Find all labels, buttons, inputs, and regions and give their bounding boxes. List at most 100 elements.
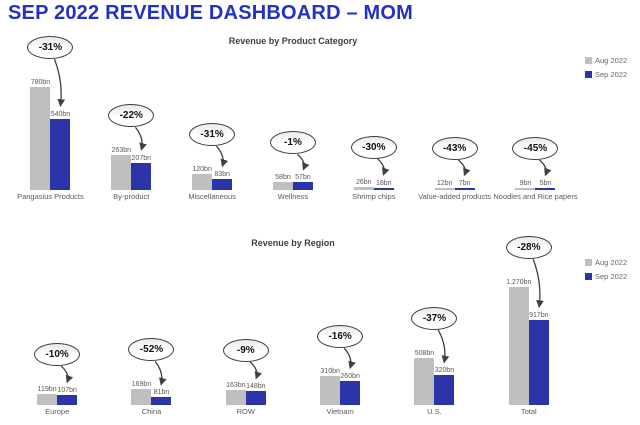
- region-legend: Aug 2022 Sep 2022: [585, 258, 627, 286]
- chart-group: -31% 780bn 540bn Pangasius Products: [10, 20, 91, 201]
- category-label: U.S.: [427, 407, 442, 416]
- aug-value-label: 58bn: [275, 174, 291, 182]
- aug-value-label: 310bn: [320, 368, 340, 376]
- sep-bar[interactable]: [340, 380, 361, 405]
- aug-bar[interactable]: [131, 389, 152, 405]
- legend-swatch: [585, 273, 592, 280]
- sep-bar[interactable]: [535, 188, 556, 190]
- aug-value-label: 9bn: [519, 180, 532, 187]
- chart-group: -52% 169bn 81bn China: [104, 220, 198, 416]
- sep-bar[interactable]: [57, 395, 78, 405]
- region-chart: -10% 119bn 107bn Europe -52% 169bn 81bn China -9…: [10, 220, 576, 416]
- category-label: Total: [520, 407, 537, 416]
- delta-badge: -37%: [411, 306, 458, 330]
- sep-value-label: 320bn: [434, 367, 455, 375]
- chart-group: -28% 1,270bn 917bn Total: [482, 220, 576, 416]
- aug-bar[interactable]: [320, 376, 341, 405]
- sep-value-label: 18bn: [376, 179, 392, 187]
- product-category-chart: -31% 780bn 540bn Pangasius Products -22% 263b…: [10, 20, 578, 201]
- delta-badge: -1%: [269, 131, 316, 155]
- aug-value-label: 780bn: [30, 79, 51, 86]
- sep-value-label: 540bn: [50, 110, 71, 118]
- sep-bar[interactable]: [245, 391, 266, 405]
- delta-badge: -9%: [222, 338, 269, 362]
- category-label: China: [141, 407, 162, 416]
- chart-group: -16% 310bn 260bn Vietnam: [293, 220, 387, 416]
- aug-value-label: 12bn: [436, 180, 453, 187]
- sep-bar[interactable]: [528, 319, 549, 405]
- aug-bar[interactable]: [192, 174, 213, 190]
- aug-bar[interactable]: [111, 155, 132, 190]
- sep-value-label: 260bn: [340, 372, 360, 380]
- category-label: Pangasius Products: [17, 192, 84, 201]
- chart-group: -10% 119bn 107bn Europe: [10, 220, 104, 416]
- aug-value-label: 119bn: [37, 385, 57, 393]
- aug-bar[interactable]: [37, 393, 58, 405]
- chart-group: -31% 120bn 83bn Miscellaneous: [172, 20, 253, 201]
- delta-arrow-icon: [60, 365, 74, 384]
- delta-badge: -31%: [189, 123, 236, 147]
- chart-group: -37% 508bn 320bn U.S.: [387, 220, 481, 416]
- sep-bar[interactable]: [373, 187, 394, 190]
- sep-value-label: 81bn: [153, 389, 170, 397]
- legend-label: Sep 2022: [595, 272, 628, 281]
- delta-badge: -28%: [505, 236, 552, 259]
- aug-value-label: 263bn: [111, 147, 131, 155]
- page-title: SEP 2022 REVENUE DASHBOARD – MOM: [8, 2, 414, 24]
- sep-value-label: 83bn: [214, 171, 230, 179]
- legend-label: Sep 2022: [595, 70, 628, 79]
- product-category-legend: Aug 2022 Sep 2022: [585, 56, 627, 84]
- legend-item-aug-2022[interactable]: Aug 2022: [585, 258, 627, 267]
- sep-bar[interactable]: [434, 375, 455, 405]
- chart-group: -43% 12bn 7bn Value-added products: [414, 20, 495, 201]
- chart-group: -30% 26bn 18bn Shrimp chips: [333, 20, 414, 201]
- legend-item-sep-2022[interactable]: Sep 2022: [585, 272, 627, 281]
- chart-group: -9% 163bn 148bn ROW: [199, 220, 293, 416]
- sep-value-label: 57bn: [295, 174, 311, 182]
- legend-label: Aug 2022: [595, 258, 628, 267]
- category-label: Wellness: [277, 192, 309, 201]
- aug-bar[interactable]: [414, 357, 435, 405]
- chart-title-region: Revenue by Region: [251, 238, 335, 248]
- chart-group: -22% 263bn 207bn By-product: [91, 20, 172, 201]
- aug-bar[interactable]: [515, 188, 536, 190]
- delta-arrow-icon: [377, 158, 390, 176]
- legend-item-aug-2022[interactable]: Aug 2022: [585, 56, 627, 65]
- aug-value-label: 163bn: [226, 381, 246, 389]
- delta-badge: -43%: [431, 137, 478, 160]
- legend-swatch: [585, 259, 592, 266]
- chart-title-product-category: Revenue by Product Category: [228, 36, 358, 46]
- aug-bar[interactable]: [434, 188, 455, 190]
- sep-bar[interactable]: [131, 162, 152, 190]
- category-label: Vietnam: [326, 407, 354, 416]
- aug-bar[interactable]: [30, 87, 51, 190]
- category-label: Shrimp chips: [352, 192, 396, 201]
- sep-value-label: 207bn: [131, 154, 151, 162]
- aug-bar[interactable]: [225, 389, 246, 405]
- category-label: Noodles and Rice papers: [493, 192, 578, 201]
- sep-bar[interactable]: [292, 182, 313, 190]
- chart-group: -45% 9bn 5bn Noodles and Rice papers: [493, 20, 578, 201]
- aug-value-label: 508bn: [414, 349, 435, 357]
- sep-bar[interactable]: [212, 179, 233, 190]
- aug-bar[interactable]: [353, 186, 374, 190]
- legend-label: Aug 2022: [595, 56, 628, 65]
- sep-bar[interactable]: [50, 118, 71, 190]
- delta-badge: -10%: [34, 342, 81, 366]
- delta-badge: -16%: [317, 325, 364, 349]
- legend-swatch: [585, 57, 592, 64]
- delta-badge: -52%: [128, 338, 175, 362]
- delta-arrow-icon: [458, 159, 471, 177]
- delta-badge: -22%: [108, 104, 155, 128]
- sep-value-label: 148bn: [246, 383, 266, 391]
- delta-arrow-icon: [539, 159, 552, 177]
- sep-value-label: 5bn: [539, 180, 552, 187]
- aug-bar[interactable]: [508, 287, 529, 405]
- delta-arrow-icon: [296, 153, 309, 171]
- delta-badge: -30%: [350, 135, 397, 159]
- sep-bar[interactable]: [151, 397, 172, 405]
- sep-bar[interactable]: [454, 188, 475, 190]
- aug-bar[interactable]: [272, 182, 293, 190]
- legend-item-sep-2022[interactable]: Sep 2022: [585, 70, 627, 79]
